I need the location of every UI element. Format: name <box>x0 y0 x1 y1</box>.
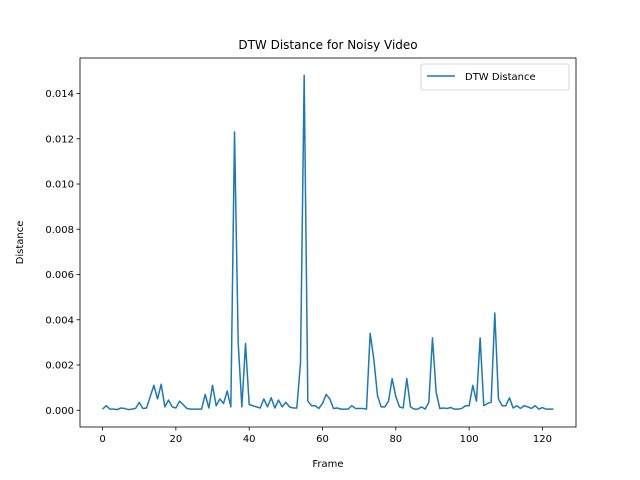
y-tick-label: 0.004 <box>45 315 74 326</box>
legend-label: DTW Distance <box>465 72 536 83</box>
legend-box <box>420 63 570 91</box>
legend: DTW Distance <box>420 63 570 91</box>
series-layer <box>102 74 554 411</box>
y-tick-label: 0.000 <box>45 406 74 417</box>
x-tick-label: 60 <box>316 434 329 445</box>
plot-area <box>80 58 576 427</box>
x-tick-label: 80 <box>389 434 402 445</box>
x-tick-label: 120 <box>533 434 552 445</box>
y-tick-label: 0.002 <box>45 361 74 372</box>
y-tick-label: 0.008 <box>45 225 74 236</box>
x-tick-label: 40 <box>243 434 256 445</box>
y-tick-label: 0.014 <box>45 89 74 100</box>
chart-title: DTW Distance for Noisy Video <box>238 38 417 52</box>
x-tick-label: 100 <box>460 434 479 445</box>
series-line-0 <box>102 74 554 411</box>
y-axis-label: Distance <box>15 221 26 265</box>
y-tick-label: 0.006 <box>45 270 74 281</box>
x-tick-label: 0 <box>99 434 105 445</box>
ticks-layer: 0 20 40 60 80 100 120 0.000 0.002 0.004 0.006 0.008… <box>45 89 552 445</box>
x-tick-label: 20 <box>169 434 182 445</box>
y-tick-label: 0.010 <box>45 180 74 191</box>
plot-frame <box>79 57 577 428</box>
x-axis-label: Frame <box>312 459 343 470</box>
y-tick-label: 0.012 <box>45 134 74 145</box>
